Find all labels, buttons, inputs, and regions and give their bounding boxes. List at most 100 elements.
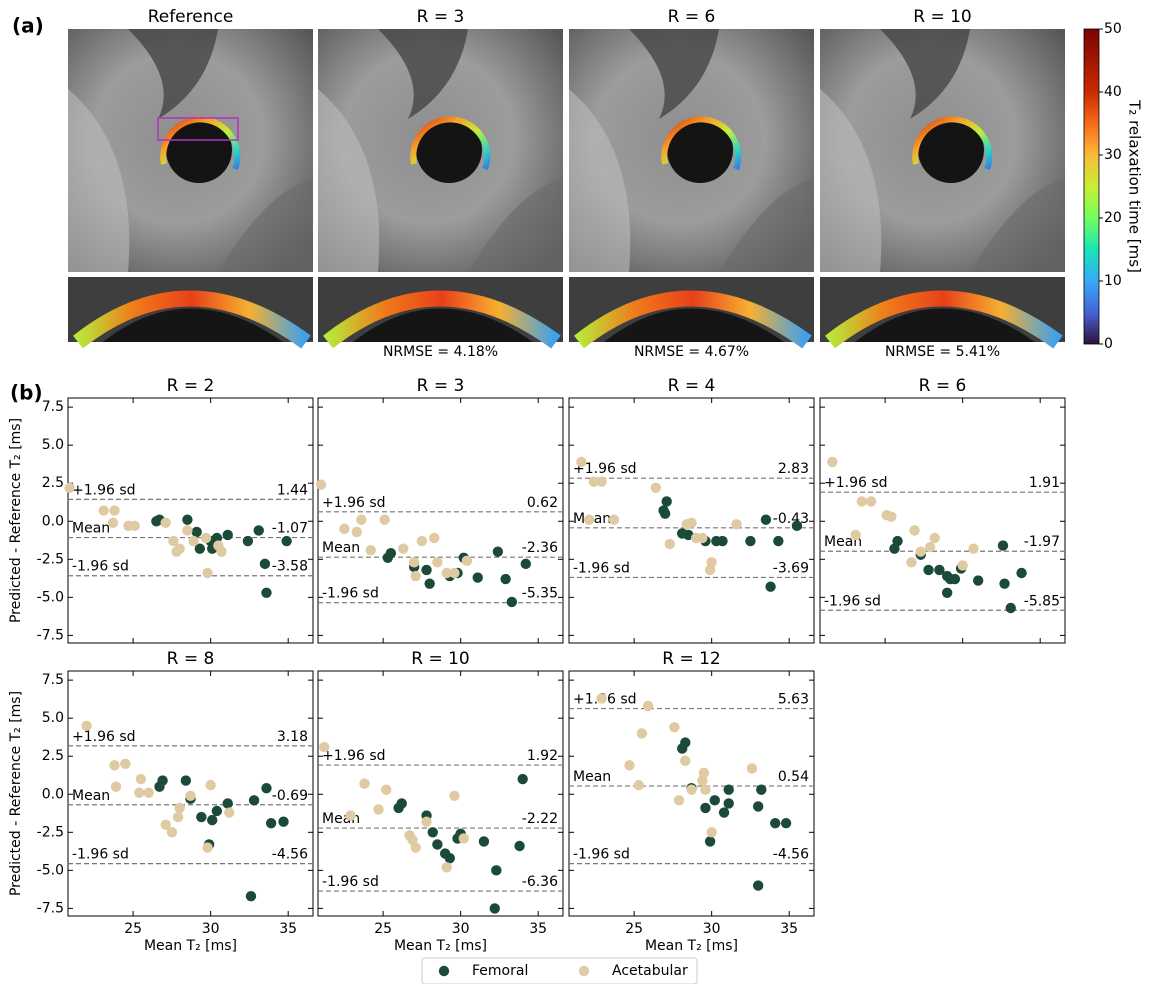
image-anatomy [880,29,970,119]
data-point [760,514,772,525]
data-point [723,798,734,809]
reference-line-value: 5.63 [778,692,809,708]
data-point [135,773,147,785]
data-point [717,535,728,547]
reference-line-value: -6.36 [522,874,558,890]
colorbar-tick-label: 20 [1104,210,1122,226]
reference-line-value: 1.91 [1029,475,1060,491]
zoom-image [820,277,1065,349]
data-point [517,773,528,785]
data-point [923,564,934,576]
data-point [449,567,460,579]
chart-title: R = 10 [411,649,470,669]
x-tick-label: 35 [780,921,798,937]
data-point [780,817,792,829]
reference-line-value: -3.58 [272,559,308,575]
data-point [461,555,473,567]
data-point [686,784,697,795]
y-tick-label: 5.0 [42,710,64,726]
chart-title: R = 4 [668,376,716,396]
zoom-cartilage [825,290,1063,349]
data-point [791,520,803,532]
cartilage-ring [661,116,742,171]
data-point [359,778,370,789]
data-point [856,496,868,507]
data-point [700,784,711,795]
data-point [381,784,392,795]
legend-label: Femoral [472,963,528,979]
reference-line-label: +1.96 sd [824,475,888,491]
data-point [64,482,75,493]
reference-line-value: -4.56 [272,847,308,863]
data-point [160,819,171,830]
cartilage-ring [410,116,491,171]
reference-line-value: 1.92 [527,748,558,764]
y-tick-label: 2.5 [42,748,64,764]
reference-line-label: +1.96 sd [72,482,136,498]
data-point [421,816,432,827]
data-point [957,560,968,571]
mri-image [569,29,814,272]
data-point [222,798,233,809]
panel-label: (b) [10,381,43,405]
y-tick-label: 2.5 [42,475,64,491]
reference-line-value: -2.22 [522,811,558,827]
chart-title: R = 3 [417,376,465,396]
x-axis-label: Mean T₂ [ms] [394,938,487,954]
image-anatomy [68,89,130,272]
image-anatomy [719,179,814,272]
data-point [892,535,903,547]
data-point [182,525,193,536]
data-point [500,573,511,585]
data-point [180,775,192,786]
data-point [259,558,271,570]
data-point [865,496,877,507]
y-tick-label: -2.5 [37,551,64,567]
data-point [752,801,764,812]
data-point [107,517,119,528]
x-tick-label: 30 [452,921,470,937]
data-point [129,520,140,532]
image-anatomy [468,179,563,272]
plot-area [317,670,564,917]
reference-line-label: -1.96 sd [322,586,379,602]
x-tick-label: 30 [703,921,721,937]
reference-line-label: +1.96 sd [72,729,136,745]
chart-title: R = 2 [167,376,215,396]
data-point [972,575,984,586]
y-tick-label: -5.0 [37,862,64,878]
chart-title: R = 8 [167,649,215,669]
colorbar-tick-label: 30 [1104,147,1122,163]
image-anatomy [970,179,1065,272]
data-point [373,804,384,815]
data-point [770,817,781,829]
reference-line-label: +1.96 sd [322,495,386,511]
zoom-cartilage [73,290,311,349]
y-tick-label: 5.0 [42,437,64,453]
legend-label: Acetabular [612,963,688,979]
reference-line-label: -1.96 sd [573,847,630,863]
data-point [718,807,730,818]
reference-line-label: -1.96 sd [72,559,129,575]
colorbar-tick-label: 50 [1104,21,1122,37]
data-point [449,790,460,801]
data-point [929,532,940,544]
data-point [941,587,953,598]
data-point [319,741,330,753]
reference-line-value: -4.56 [773,847,809,863]
data-point [642,700,654,712]
data-point [968,543,979,554]
data-point [1016,567,1027,579]
data-point [583,514,595,525]
reference-line-label: Mean [573,769,611,785]
data-point [949,573,961,585]
reference-line-value: 3.18 [277,729,308,745]
colorbar-tick-label: 0 [1104,336,1113,352]
y-tick-label: -7.5 [37,900,64,916]
reference-line-value: 0.54 [778,769,809,785]
data-point [997,540,1009,551]
data-point [709,795,720,806]
data-point [182,514,193,525]
data-point [261,587,272,598]
data-point [202,842,213,853]
